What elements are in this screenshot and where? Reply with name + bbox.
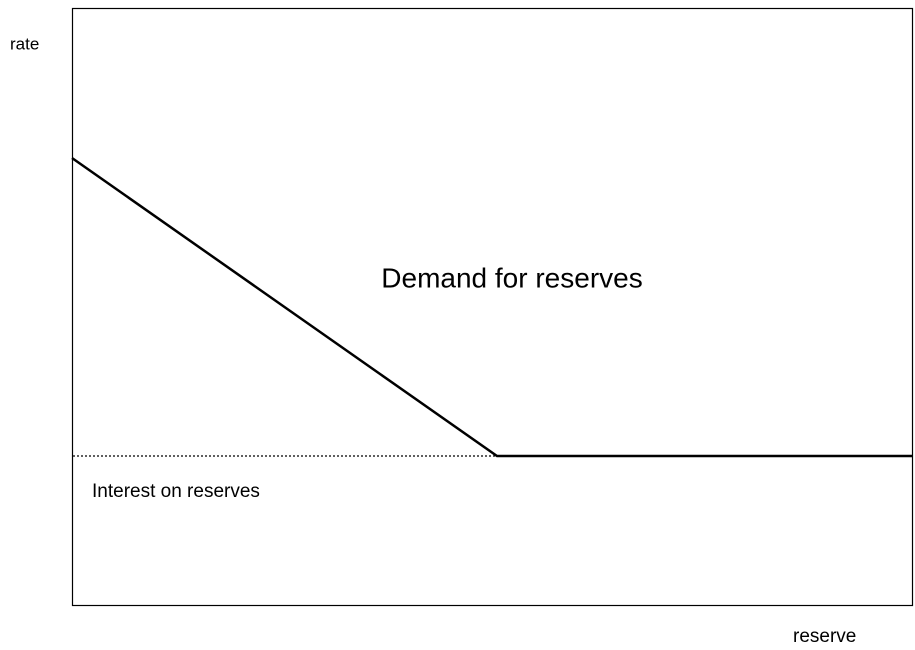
frame — [71, 7, 914, 607]
demand-curve — [71, 156, 913, 458]
x-axis-label: reserve — [793, 626, 856, 647]
y-axis-label: rate — [10, 34, 39, 53]
floor-label: Interest on reserves — [92, 481, 260, 502]
curve-label: Demand for reserves — [381, 262, 642, 293]
